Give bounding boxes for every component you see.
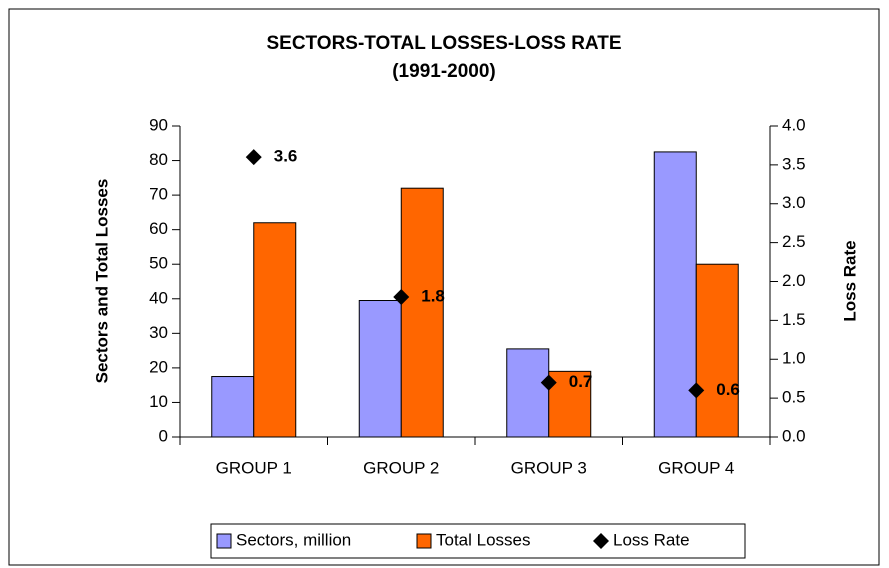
bar: [548, 370, 592, 438]
bar: [506, 348, 550, 438]
y2-axis-label: Loss Rate: [840, 240, 859, 321]
y-tick-label: 10: [149, 392, 168, 411]
marker: [393, 289, 410, 306]
bar: [653, 151, 697, 438]
y2-tick-label: 2.0: [782, 271, 806, 290]
y-axis-label: Sectors and Total Losses: [92, 179, 111, 384]
y-tick-label: 70: [149, 185, 168, 204]
x-tick-label: GROUP 2: [363, 458, 439, 477]
marker: [540, 374, 557, 391]
data-label: 1.8: [421, 287, 445, 306]
y2-tick-label: 0.0: [782, 426, 806, 445]
y2-tick-label: 3.5: [782, 154, 806, 173]
x-tick-label: GROUP 4: [658, 458, 734, 477]
y-tick-label: 50: [149, 254, 168, 273]
bar: [358, 300, 402, 438]
chart-subtitle: (1991-2000): [392, 61, 496, 82]
legend-label: Total Losses: [436, 530, 531, 549]
legend-box: [210, 523, 746, 559]
data-label: 3.6: [274, 147, 298, 166]
y-tick-label: 20: [149, 357, 168, 376]
x-tick-label: GROUP 3: [511, 458, 587, 477]
data-label: 0.7: [569, 372, 593, 391]
y2-tick-label: 3.0: [782, 193, 806, 212]
legend-label: Loss Rate: [613, 530, 690, 549]
y-tick-label: 60: [149, 219, 168, 238]
y-tick-label: 0: [159, 426, 168, 445]
y-tick-label: 30: [149, 323, 168, 342]
y2-tick-label: 2.5: [782, 232, 806, 251]
y2-tick-label: 0.5: [782, 388, 806, 407]
legend-marker: [593, 533, 609, 549]
bar: [695, 263, 739, 438]
chart-title: SECTORS-TOTAL LOSSES-LOSS RATE: [266, 33, 621, 54]
legend-label: Sectors, million: [236, 530, 351, 549]
bar: [211, 376, 255, 438]
bar: [253, 222, 297, 438]
legend-swatch: [416, 533, 432, 549]
y-tick-label: 90: [149, 115, 168, 134]
y2-tick-label: 1.0: [782, 349, 806, 368]
data-label: 0.6: [716, 380, 740, 399]
bar: [400, 187, 444, 438]
x-tick-label: GROUP 1: [216, 458, 292, 477]
marker: [245, 149, 262, 166]
y2-tick-label: 1.5: [782, 310, 806, 329]
y-tick-label: 40: [149, 288, 168, 307]
y2-tick-label: 4.0: [782, 115, 806, 134]
y-tick-label: 80: [149, 150, 168, 169]
legend-swatch: [216, 533, 232, 549]
marker: [688, 382, 705, 399]
